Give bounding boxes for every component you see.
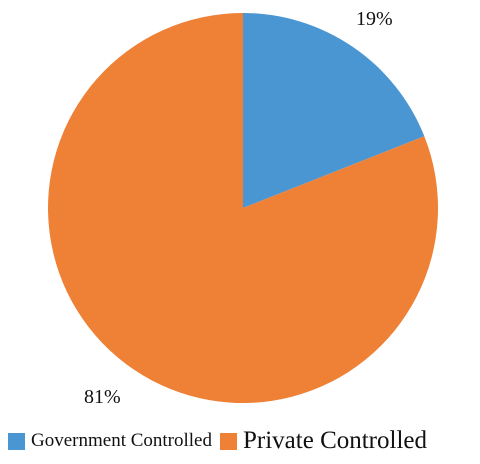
legend-item-private: Private Controlled bbox=[220, 427, 427, 455]
legend-swatch-government bbox=[8, 432, 25, 450]
legend-item-government: Government Controlled bbox=[8, 430, 220, 452]
legend-label-private: Private Controlled bbox=[243, 427, 427, 454]
legend: Government Controlled Private Controlled bbox=[8, 424, 427, 458]
legend-label-government: Government Controlled bbox=[31, 430, 212, 451]
data-label-private: 81% bbox=[84, 386, 121, 408]
data-label-government: 19% bbox=[356, 8, 393, 30]
pie-slice-private bbox=[48, 13, 439, 403]
legend-swatch-private bbox=[220, 432, 237, 450]
pie-slice-government bbox=[243, 13, 425, 208]
